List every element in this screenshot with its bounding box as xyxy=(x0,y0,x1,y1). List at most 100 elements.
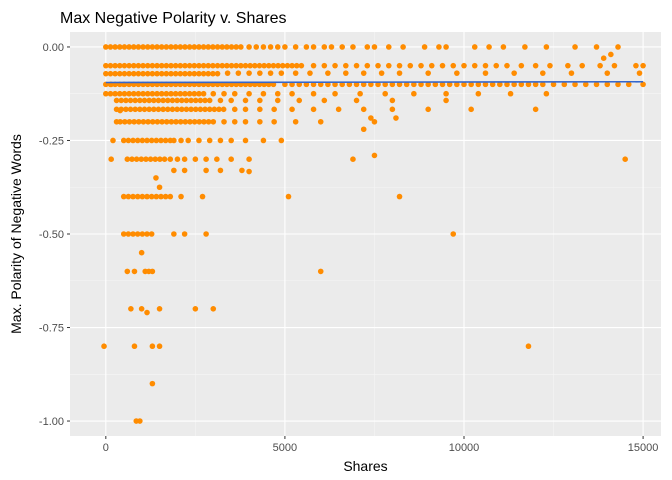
data-point xyxy=(540,81,546,88)
data-point xyxy=(454,70,460,76)
data-point xyxy=(141,97,148,104)
data-point xyxy=(153,137,160,144)
data-point xyxy=(140,44,146,50)
data-point xyxy=(257,97,263,104)
data-point xyxy=(471,62,478,69)
data-point xyxy=(130,231,136,237)
data-point xyxy=(253,44,260,50)
data-point xyxy=(173,118,179,125)
trend-line xyxy=(105,80,644,84)
data-point xyxy=(572,81,578,88)
data-point xyxy=(144,231,150,237)
data-point xyxy=(155,106,162,113)
x-tick-label: 10000 xyxy=(449,442,480,454)
data-point xyxy=(169,97,176,104)
data-point xyxy=(439,81,446,88)
data-point xyxy=(278,137,285,144)
data-point xyxy=(191,62,198,69)
data-point xyxy=(310,62,317,69)
data-point xyxy=(224,70,231,76)
data-point xyxy=(172,44,179,50)
data-point xyxy=(371,152,378,159)
data-point xyxy=(461,62,467,69)
data-point xyxy=(597,62,603,69)
data-point xyxy=(178,97,185,104)
data-point xyxy=(220,106,227,113)
data-point xyxy=(382,90,389,97)
data-point xyxy=(110,137,116,144)
data-point xyxy=(163,44,170,50)
data-point xyxy=(238,62,244,69)
data-point xyxy=(389,106,396,113)
data-point xyxy=(135,90,142,97)
data-point xyxy=(112,70,118,77)
data-point xyxy=(141,106,148,113)
data-point xyxy=(149,118,156,125)
data-point xyxy=(321,44,328,50)
data-point xyxy=(321,62,328,69)
data-point xyxy=(604,81,611,88)
data-point xyxy=(214,70,221,77)
data-point xyxy=(191,70,198,77)
data-point xyxy=(131,118,137,125)
data-point xyxy=(117,107,123,114)
data-point xyxy=(389,97,396,104)
data-point xyxy=(450,231,457,237)
data-point xyxy=(550,81,557,88)
data-point xyxy=(169,106,176,113)
data-point xyxy=(217,137,224,144)
data-point xyxy=(271,106,277,113)
y-tick-label: -0.75 xyxy=(39,323,64,335)
data-point xyxy=(206,137,213,144)
data-point xyxy=(132,106,138,113)
data-point xyxy=(140,70,146,77)
data-point xyxy=(137,106,143,113)
data-point xyxy=(139,137,146,144)
data-point xyxy=(160,97,166,104)
data-point xyxy=(360,81,367,88)
data-point xyxy=(418,81,424,88)
data-point xyxy=(116,44,123,50)
data-point xyxy=(543,44,550,50)
data-point xyxy=(278,70,285,76)
data-point xyxy=(156,184,163,191)
data-point xyxy=(158,70,165,77)
data-point xyxy=(593,44,600,50)
data-point xyxy=(411,90,417,97)
data-point xyxy=(475,90,482,97)
data-point xyxy=(183,97,190,104)
data-point xyxy=(135,70,142,77)
data-point xyxy=(511,81,517,88)
data-point xyxy=(118,97,125,104)
data-point xyxy=(572,44,578,50)
data-point xyxy=(153,175,159,181)
data-point xyxy=(128,306,134,312)
data-point xyxy=(135,118,142,125)
data-point xyxy=(353,97,360,104)
data-point xyxy=(121,90,128,97)
data-point xyxy=(343,70,349,76)
data-point xyxy=(148,137,155,144)
data-point xyxy=(149,380,156,387)
data-point xyxy=(389,81,396,88)
data-point xyxy=(317,118,324,125)
data-point xyxy=(471,44,478,50)
data-point xyxy=(540,70,546,76)
data-point xyxy=(116,90,123,97)
data-point xyxy=(103,44,109,50)
data-point xyxy=(257,118,263,125)
data-point xyxy=(396,70,403,76)
data-point xyxy=(203,156,209,162)
data-point xyxy=(197,97,204,104)
data-point xyxy=(206,97,213,104)
data-point xyxy=(149,44,156,50)
data-point xyxy=(298,62,305,69)
data-point xyxy=(242,137,249,144)
data-point xyxy=(174,106,180,113)
data-point xyxy=(134,137,141,144)
data-point xyxy=(486,44,492,50)
data-point xyxy=(247,62,253,69)
y-tick-label: 0.00 xyxy=(43,42,64,54)
data-point xyxy=(199,193,206,200)
data-point xyxy=(126,70,132,77)
